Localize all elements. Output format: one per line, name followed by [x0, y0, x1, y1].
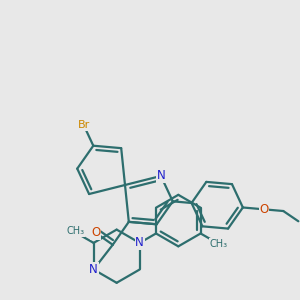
- Text: Br: Br: [78, 120, 90, 130]
- Text: CH₃: CH₃: [66, 226, 85, 236]
- Text: N: N: [89, 263, 98, 276]
- Text: N: N: [157, 169, 165, 182]
- Text: N: N: [135, 236, 144, 249]
- Text: O: O: [91, 226, 100, 239]
- Text: O: O: [259, 203, 268, 216]
- Text: CH₃: CH₃: [210, 239, 228, 249]
